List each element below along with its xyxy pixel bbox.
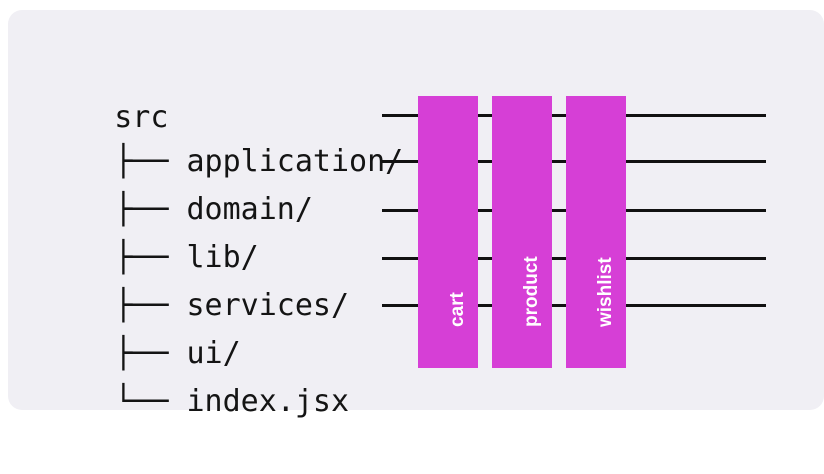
tree-entry-label: ui/ <box>186 336 241 371</box>
connector-segment-ui <box>478 304 492 307</box>
tree-entry-label: index.jsx <box>186 384 350 419</box>
tree-entry-ui: ├── ui/ <box>42 282 240 371</box>
tree-entry-label: services/ <box>186 288 350 323</box>
tree-branch: ├── <box>114 288 187 323</box>
connector-segment-ui <box>626 304 766 307</box>
tree-entry-label: application/ <box>186 144 404 179</box>
module-bar-wishlist: wishlist <box>566 96 626 368</box>
connector-line-ui <box>382 304 418 307</box>
tree-branch: └── <box>114 384 187 419</box>
module-bar-product: product <box>492 96 552 368</box>
module-label-product: product <box>521 256 542 327</box>
connector-segment-ui <box>552 304 566 307</box>
tree-entry-label: domain/ <box>186 192 313 227</box>
module-bar-cart: cart <box>418 96 478 368</box>
tree-entry-application: ├── application/ <box>42 90 403 179</box>
tree-entry-domain: ├── domain/ <box>42 138 313 227</box>
tree-branch: ├── <box>114 336 187 371</box>
tree-root: src <box>42 46 168 135</box>
module-label-cart: cart <box>447 292 468 327</box>
tree-branch: ├── <box>114 192 187 227</box>
tree-entry-lib: ├── lib/ <box>42 186 259 275</box>
tree-entry-index: └── index.jsx <box>42 330 349 419</box>
tree-entry-services: ├── services/ <box>42 234 349 323</box>
tree-root-label: src <box>114 100 169 135</box>
tree-branch: ├── <box>114 240 187 275</box>
module-label-wishlist: wishlist <box>595 257 616 327</box>
tree-entry-label: lib/ <box>186 240 259 275</box>
tree-branch: ├── <box>114 144 187 179</box>
